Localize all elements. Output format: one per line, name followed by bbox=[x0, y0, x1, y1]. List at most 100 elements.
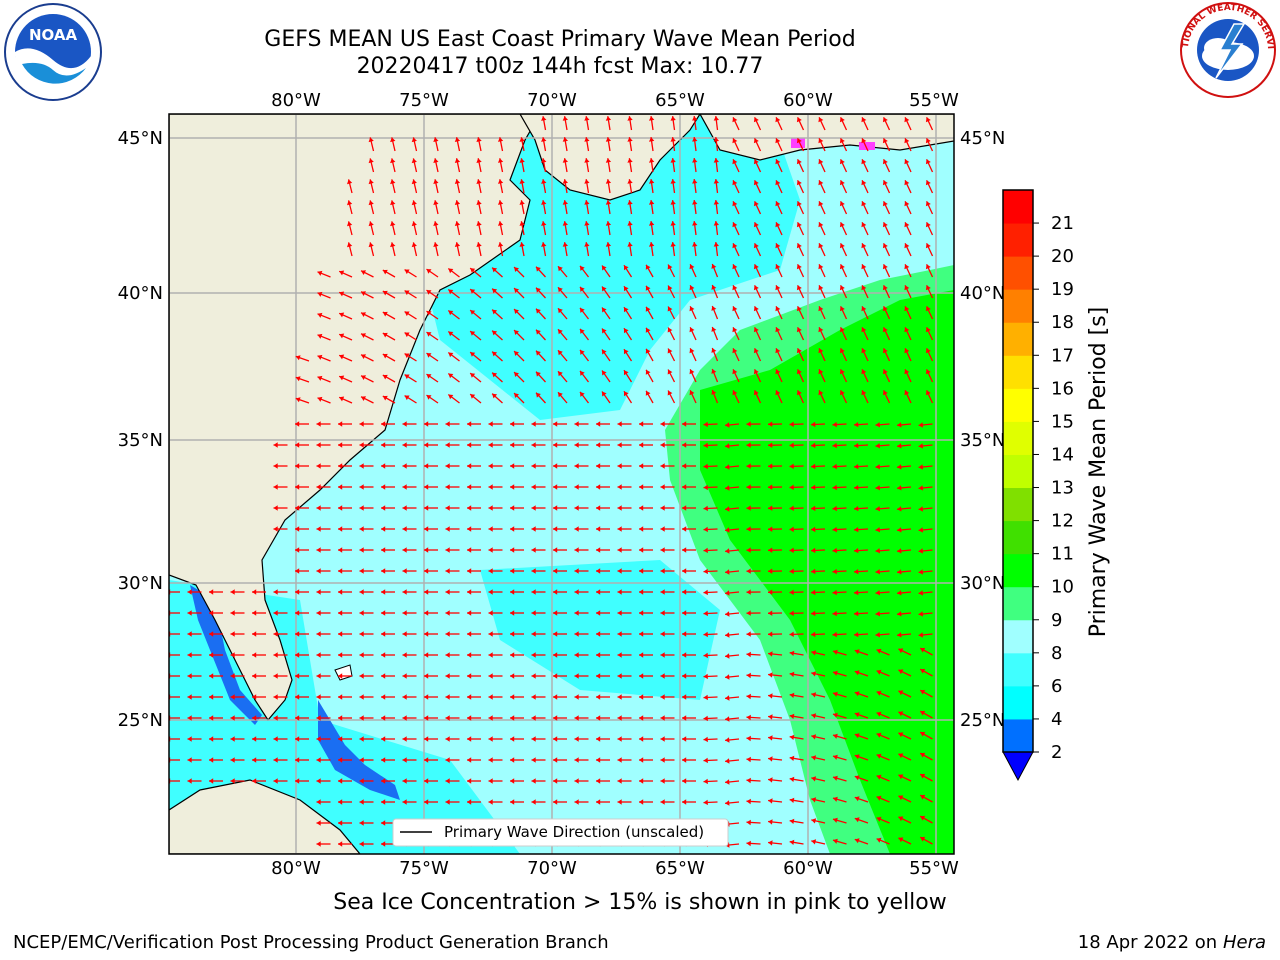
wave-arrow-head bbox=[252, 715, 257, 721]
wave-arrow-head bbox=[514, 309, 519, 314]
wave-arrow-head bbox=[359, 610, 364, 616]
wave-arrow-head bbox=[359, 505, 364, 511]
wave-arrow-head bbox=[789, 463, 794, 469]
wave-arrow-head bbox=[876, 648, 882, 654]
wave-arrow-head bbox=[574, 799, 579, 805]
wave-arrow-head bbox=[768, 777, 773, 783]
wave-arrow-head bbox=[670, 158, 676, 163]
wave-arrow-head bbox=[854, 838, 860, 844]
wave-arrow-head bbox=[209, 589, 214, 595]
wave-arrow-head bbox=[488, 610, 493, 616]
wave-arrow-head bbox=[882, 222, 888, 228]
wave-arrow-head bbox=[338, 694, 343, 700]
wave-arrow-head bbox=[833, 775, 838, 781]
wave-arrow-head bbox=[558, 350, 563, 356]
wave-arrow-head bbox=[433, 158, 439, 163]
colorbar-tick-label: 2 bbox=[1051, 742, 1062, 763]
wave-arrow-head bbox=[361, 375, 366, 380]
wave-arrow-head bbox=[381, 673, 386, 679]
wave-arrow-head bbox=[338, 442, 343, 448]
wave-arrow-head bbox=[347, 179, 353, 185]
wave-arrow-head bbox=[904, 117, 910, 123]
wave-arrow-head bbox=[768, 714, 773, 720]
wave-arrow-head bbox=[920, 773, 926, 779]
wave-arrow-head bbox=[402, 757, 407, 763]
wave-arrow-head bbox=[445, 589, 450, 595]
wave-arrow-head bbox=[746, 735, 751, 742]
wave-arrow-head bbox=[854, 485, 859, 491]
colorbar-segment bbox=[1003, 520, 1033, 555]
wave-arrow-head bbox=[876, 690, 882, 696]
wave-arrow-head bbox=[316, 568, 321, 574]
wave-arrow-head bbox=[627, 179, 633, 184]
wave-arrow-head bbox=[433, 242, 439, 247]
wave-arrow-head bbox=[316, 778, 321, 784]
wave-arrow-head bbox=[402, 505, 407, 511]
wave-arrow-head bbox=[602, 391, 607, 397]
wave-arrow-head bbox=[381, 820, 386, 826]
wave-direction-arrows bbox=[169, 116, 934, 848]
wave-arrow-head bbox=[454, 200, 461, 205]
wave-arrow-head bbox=[898, 837, 904, 843]
wave-arrow-head bbox=[689, 327, 695, 333]
wave-arrow-head bbox=[605, 116, 612, 121]
wave-arrow-head bbox=[338, 799, 343, 805]
wave-arrow-head bbox=[273, 778, 278, 784]
wave-arrow-head bbox=[811, 818, 817, 824]
wave-arrow-head bbox=[467, 715, 472, 721]
wave-arrow-head bbox=[596, 631, 601, 637]
wave-arrow-head bbox=[339, 333, 345, 339]
wave-arrow-head bbox=[433, 179, 439, 184]
wave-arrow-head bbox=[584, 242, 590, 247]
wave-arrow-head bbox=[404, 290, 410, 296]
wave-arrow-head bbox=[667, 285, 673, 291]
wave-arrow-head bbox=[753, 327, 759, 333]
wave-arrow-head bbox=[536, 287, 541, 293]
wave-arrow-head bbox=[426, 269, 432, 274]
wave-arrow-head bbox=[627, 137, 633, 142]
wave-arrow-head bbox=[649, 221, 655, 226]
wave-arrow-head bbox=[404, 353, 410, 359]
wave-arrow-head bbox=[536, 371, 541, 377]
wave-arrow-head bbox=[359, 589, 364, 595]
wave-arrow-head bbox=[904, 327, 910, 333]
colorbar-segment bbox=[1003, 223, 1033, 257]
wave-arrow-head bbox=[424, 610, 429, 616]
wave-arrow-head bbox=[627, 116, 633, 121]
lon-label: 80°W bbox=[271, 858, 321, 879]
wave-arrow-head bbox=[605, 137, 612, 142]
wave-arrow-head bbox=[753, 390, 759, 396]
wave-arrow-head bbox=[488, 799, 493, 805]
wave-arrow-head bbox=[875, 506, 880, 512]
wave-arrow-head bbox=[467, 547, 472, 553]
colorbar-segment bbox=[1003, 355, 1033, 389]
wave-arrow-head bbox=[925, 264, 931, 270]
wave-arrow-head bbox=[854, 422, 859, 428]
wave-arrow-head bbox=[209, 631, 214, 637]
nws-logo: NATIONAL WEATHER SERVICE bbox=[1176, 0, 1276, 98]
wave-arrow-head bbox=[187, 610, 192, 616]
wave-arrow-head bbox=[553, 799, 558, 805]
wave-arrow-head bbox=[876, 711, 882, 717]
wave-arrow-head bbox=[347, 200, 353, 206]
wave-arrow-head bbox=[359, 736, 364, 742]
wave-arrow-head bbox=[818, 327, 824, 333]
wave-arrow-head bbox=[732, 222, 738, 228]
wave-arrow-head bbox=[359, 694, 364, 700]
wave-arrow-head bbox=[753, 201, 759, 207]
wave-arrow-head bbox=[898, 690, 904, 696]
wave-arrow-head bbox=[725, 485, 730, 491]
wave-arrow-head bbox=[904, 264, 910, 270]
chart-title-line2: 20220417 t00z 144h fcst Max: 10.77 bbox=[356, 54, 764, 79]
colorbar-tick-label: 4 bbox=[1051, 709, 1062, 730]
wave-arrow-head bbox=[605, 221, 612, 226]
wave-arrow-head bbox=[854, 796, 860, 802]
wave-arrow-head bbox=[861, 348, 867, 354]
wave-arrow-head bbox=[639, 463, 644, 469]
wave-arrow-head bbox=[670, 221, 676, 226]
wave-arrow-head bbox=[424, 505, 429, 511]
wave-arrow-head bbox=[660, 442, 665, 448]
wave-arrow-head bbox=[273, 589, 278, 595]
wave-arrow-head bbox=[411, 158, 417, 164]
wave-arrow-head bbox=[833, 838, 838, 844]
